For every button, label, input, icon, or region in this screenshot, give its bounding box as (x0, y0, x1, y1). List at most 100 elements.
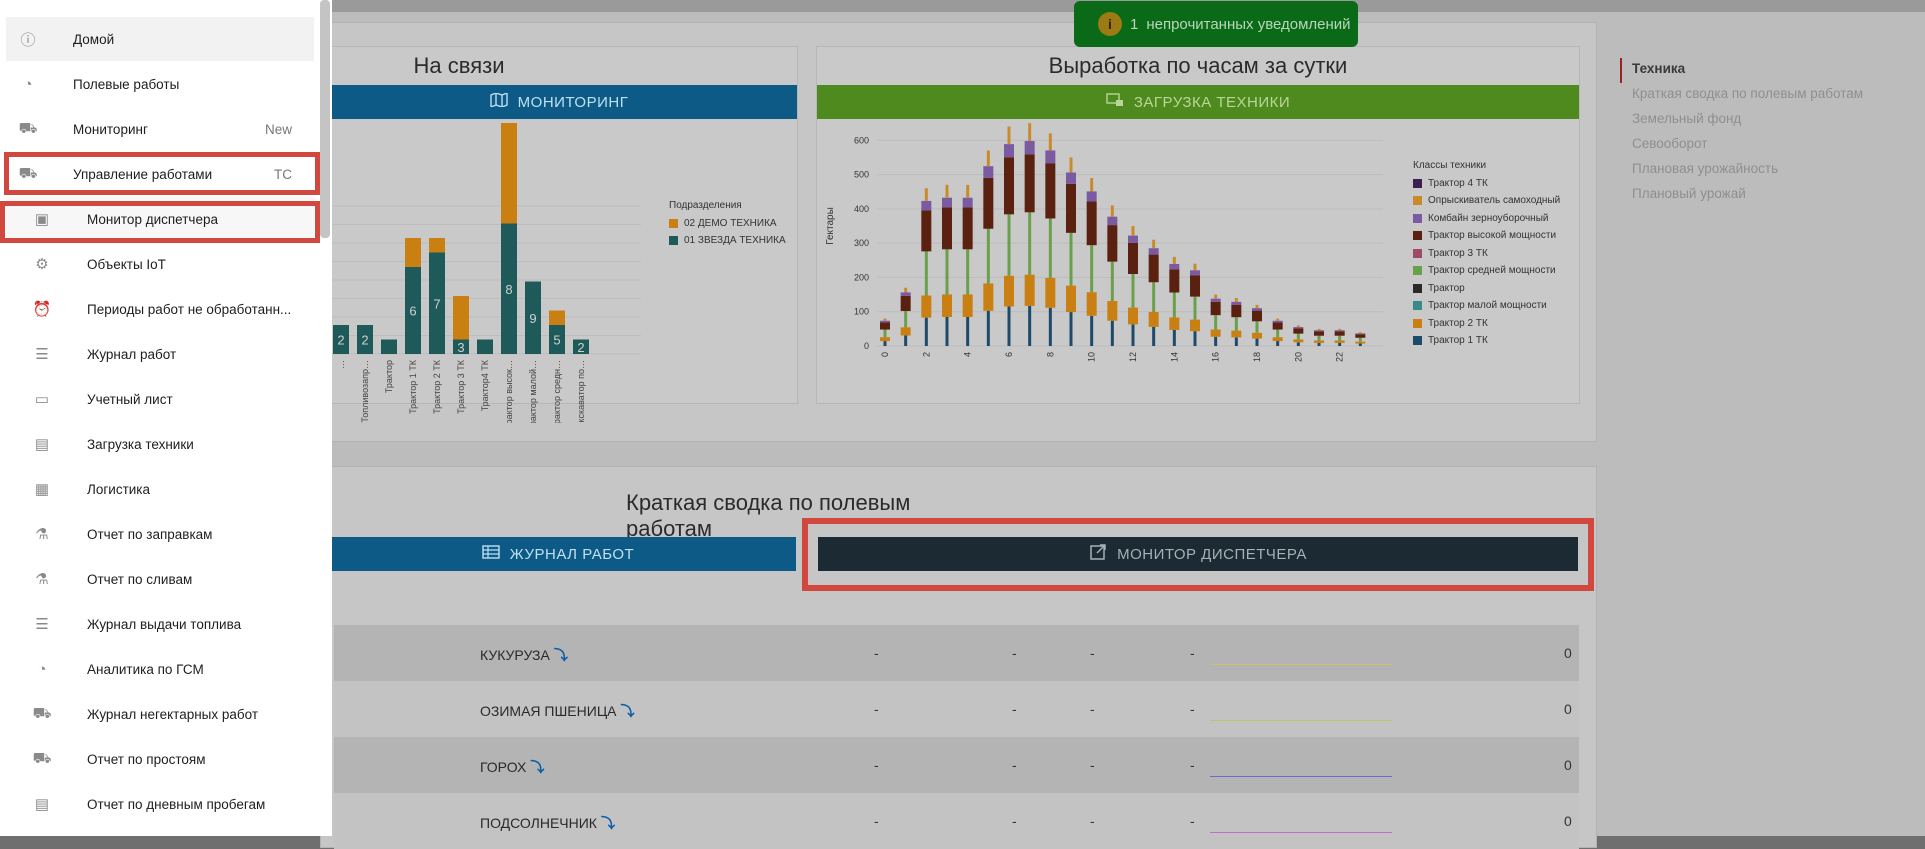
output-chart: 0100200300400500600700Гектары02468101214… (825, 123, 1383, 362)
sidebar-item-1[interactable]: ◔ Полевые работы (6, 62, 314, 106)
tick-label: 12 (1128, 352, 1138, 362)
sidebar-item-13[interactable]: ☰ Журнал выдачи топлива (6, 602, 314, 646)
dispatcher-monitor-menu-highlight (0, 201, 320, 243)
bar-segment (1172, 329, 1176, 346)
summary-title: Краткая сводка по полевым работам (626, 490, 911, 541)
crop-cell[interactable]: ОЗИМАЯ ПШЕНИЦА ⤵ (480, 703, 635, 719)
bar-segment (1169, 269, 1180, 293)
tick-label: 22 (1335, 352, 1345, 362)
bar-segment (880, 320, 890, 323)
bar-segment (986, 310, 990, 346)
bar-segment (1234, 298, 1238, 302)
sidebar-item-9[interactable]: ▤ Загрузка техники (6, 422, 314, 466)
bar-segment (333, 325, 349, 354)
sidebar-item-badge: TC (274, 166, 292, 182)
data-label: 2 (361, 333, 368, 348)
legend-item: 02 ДЕМО ТЕХНИКА (669, 215, 786, 233)
bar-segment (945, 316, 949, 346)
journal-button[interactable]: ЖУРНАЛ РАБОТ (320, 537, 796, 571)
machinery-load-button[interactable]: ЗАГРУЗКА ТЕХНИКИ (817, 85, 1579, 119)
tick-label: 0 (880, 352, 890, 357)
value-cell: - (1090, 701, 1095, 717)
toc-item[interactable]: Севооборот (1632, 136, 1708, 151)
bar-segment (900, 295, 911, 312)
bar-segment (1255, 338, 1259, 346)
sidebar-scrollbar[interactable] (320, 0, 330, 238)
bar-segment (900, 327, 911, 336)
sidebar-item-8[interactable]: ▭ Учетный лист (6, 377, 314, 421)
bar-segment (942, 207, 952, 250)
sidebar-item-12[interactable]: ⚗ Отчет по сливам (6, 557, 314, 601)
sidebar-item-5[interactable]: ⚙ Объекты IoT (6, 242, 314, 286)
sidebar-item-2[interactable]: ⛟ Мониторинг New (6, 107, 314, 151)
bar-segment (1317, 328, 1321, 331)
sidebar-item-label: Журнал работ (87, 346, 177, 362)
tick-label: 14 (1169, 352, 1179, 362)
tick-label: 4 (963, 352, 973, 357)
car-icon: ⛟ (32, 704, 52, 722)
toc-item[interactable]: Плановая урожайность (1632, 161, 1779, 176)
tick-label: 8 (1045, 352, 1055, 357)
tick-label: Трактор4 ТК (480, 359, 490, 411)
value-cell: - (1190, 645, 1195, 661)
bar-segment (1338, 328, 1342, 331)
sidebar-item-11[interactable]: ⚗ Отчет по заправкам (6, 512, 314, 556)
sidebar-item-17[interactable]: ▤ Отчет по дневным пробегам (6, 782, 314, 826)
bar-segment (1296, 333, 1300, 340)
bar-segment (525, 281, 541, 354)
sidebar-item-3[interactable]: ⛟ Управление работами TC (6, 152, 314, 196)
external-link-icon (1089, 543, 1107, 565)
notification-toast[interactable]: i 1 непрочитанных уведомлений (1074, 1, 1358, 47)
bar-segment (549, 310, 565, 325)
sidebar-item-0[interactable]: ⓘ Домой (6, 17, 314, 61)
bar-segment (1355, 341, 1366, 344)
info-icon: ⓘ (20, 31, 36, 49)
bar-segment (1252, 308, 1262, 311)
bar-segment (501, 123, 517, 224)
gauge-icon: ◔ (37, 660, 47, 678)
bar-segment (1338, 342, 1342, 346)
tick-label: Трактор 2 ТК (432, 359, 442, 414)
bar-segment (1234, 337, 1238, 346)
total-cell: 0 (1564, 813, 1572, 829)
table-row: ОЗИМАЯ ПШЕНИЦА ⤵ - - - - 0 (334, 681, 1579, 737)
bar-segment (1296, 325, 1300, 328)
bar-segment (1004, 144, 1014, 158)
crop-cell[interactable]: ГОРОХ ⤵ (480, 759, 545, 775)
sidebar-item-10[interactable]: ▦ Логистика (6, 467, 314, 511)
tick-label: 200 (854, 272, 869, 282)
online-title: На связи (413, 53, 505, 78)
sidebar-item-14[interactable]: ◔ Аналитика по ГСМ (6, 647, 314, 691)
bar-segment (966, 316, 970, 346)
toc-item[interactable]: Земельный фонд (1632, 111, 1742, 126)
sidebar-item-15[interactable]: ⛟ Журнал негектарных работ (6, 692, 314, 736)
crop-cell[interactable]: ПОДСОЛНЕЧНИК ⤵ (480, 815, 615, 831)
crop-cell[interactable]: КУКУРУЗА ⤵ (480, 647, 568, 663)
bar-segment (1086, 201, 1097, 246)
bar-segment (1028, 305, 1032, 346)
monitoring-button[interactable]: МОНИТОРИНГ (321, 85, 797, 119)
sort-arrow-icon: ⤵ (600, 815, 615, 831)
dispatcher-monitor-button[interactable]: МОНИТОР ДИСПЕТЧЕРА (818, 537, 1578, 571)
bar-segment (1252, 332, 1262, 339)
toc-item[interactable]: Техника (1620, 58, 1863, 83)
bar-segment (986, 150, 990, 167)
toc-item[interactable]: Краткая сводка по полевым работам (1632, 86, 1864, 101)
bar-segment (1210, 298, 1221, 302)
machinery-load-label: ЗАГРУЗКА ТЕХНИКИ (1133, 93, 1291, 111)
monitoring-button-label: МОНИТОРИНГ (517, 93, 629, 111)
sidebar-item-16[interactable]: ⛟ Отчет по простоям (6, 737, 314, 781)
sidebar-item-7[interactable]: ☰ Журнал работ (6, 332, 314, 376)
sidebar-item-6[interactable]: ⏰ Периоды работ не обработанн... (6, 287, 314, 331)
bar-segment (1193, 331, 1197, 346)
sidebar-item-label: Учетный лист (87, 391, 173, 407)
sort-arrow-icon: ⤵ (620, 703, 635, 719)
value-cell: - (874, 645, 879, 661)
sidebar-item-label: Загрузка техники (87, 436, 194, 452)
toc-item[interactable]: Плановый урожай (1632, 186, 1746, 201)
bar-segment (1234, 317, 1238, 331)
tick-label: Экскаватор по… (576, 360, 586, 423)
info-icon: i (1098, 12, 1122, 36)
bar-segment (986, 228, 990, 284)
tick-label: 20 (1293, 352, 1303, 362)
